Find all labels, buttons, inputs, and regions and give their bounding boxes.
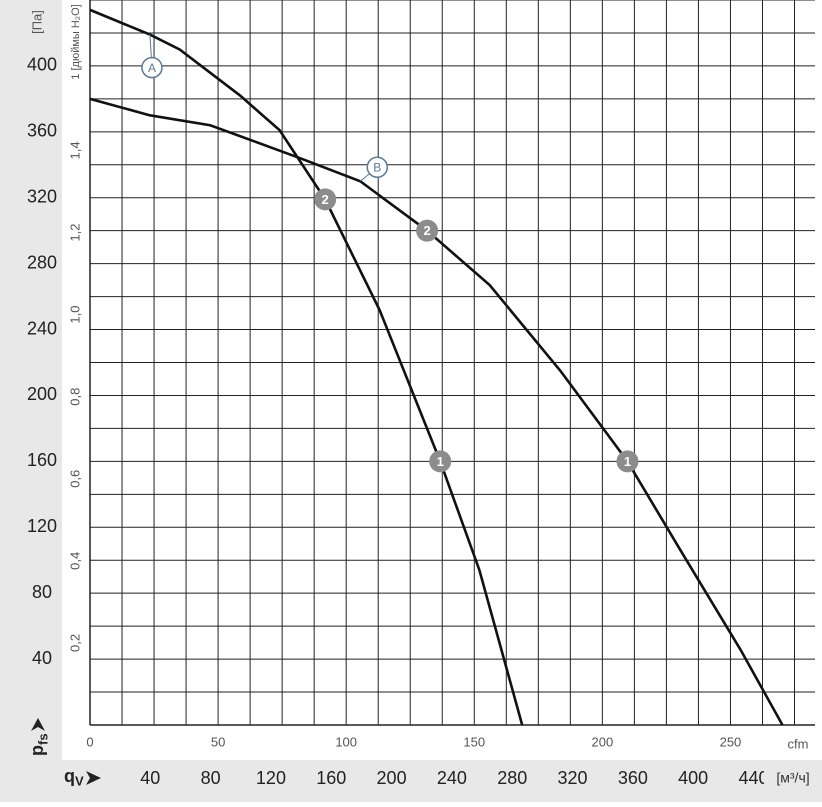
y2-axis-label: 1 [дюймы H₂O] (70, 4, 82, 79)
y-tick-label: 160 (27, 450, 57, 470)
label-backdrop (764, 762, 822, 800)
x2-axis-band (0, 760, 822, 802)
curves (89, 8, 784, 726)
y2-tick-label: 0,6 (67, 470, 82, 488)
operating-point (429, 450, 452, 473)
operating-point-label: 1 (437, 454, 444, 469)
y-tick-label: 280 (27, 252, 57, 272)
curve-label: A (148, 61, 156, 75)
y-tick-label: 240 (27, 318, 57, 338)
y2-tick-label: 0,2 (67, 634, 82, 652)
y2-tick-label: 1,0 (67, 306, 82, 324)
x2-tick-label: 200 (377, 768, 407, 788)
y-tick-label: 40 (32, 648, 52, 668)
operating-point (314, 188, 337, 211)
y-tick-label: 360 (27, 121, 57, 141)
y-symbol: p fs (27, 718, 50, 756)
x2-symbol-sub: V (75, 773, 84, 788)
curve (89, 8, 524, 726)
y2-tick-label: 0,8 (67, 388, 82, 406)
arrow (86, 771, 101, 785)
curve-label-circle (366, 156, 389, 178)
y-symbol-letter: p (27, 745, 47, 756)
x2-tick-label: 400 (678, 768, 708, 788)
x-tick-label: 100 (335, 734, 357, 749)
y-tick-label: 80 (32, 582, 52, 602)
operating-point (416, 219, 439, 242)
y2-tick-label: 1,4 (67, 141, 82, 159)
curve (89, 97, 784, 726)
x-tick-label: 200 (592, 734, 614, 749)
x-tick-label: 50 (211, 734, 225, 749)
x-tick-label: 150 (463, 734, 485, 749)
operating-point-label: 2 (424, 223, 431, 238)
x2-tick-label: 240 (437, 768, 467, 788)
x-axis-label: cfm (788, 736, 809, 751)
y-tick-label: 200 (27, 384, 57, 404)
curve-label-circle (141, 56, 163, 79)
y-axis-label: [Па] (29, 10, 44, 34)
arrow (31, 718, 45, 731)
x2-axis-label: [м³/ч] (776, 770, 809, 786)
x2-tick-label: 160 (316, 768, 346, 788)
grid (89, 0, 815, 726)
x2-tick-label: 440 (738, 768, 768, 788)
operating-point-label: 2 (322, 192, 329, 207)
x2-tick-label: 80 (201, 768, 221, 788)
y-tick-label: 120 (27, 516, 57, 536)
operating-point-label: 1 (624, 454, 631, 469)
x2-tick-label: 40 (140, 768, 160, 788)
y2-tick-label: 1,2 (67, 223, 82, 241)
x2-tick-label: 320 (558, 768, 588, 788)
curve-label: B (373, 160, 381, 174)
y2-tick-label: 0,4 (67, 552, 82, 570)
x-tick-label: 0 (86, 734, 93, 749)
y-tick-label: 400 (27, 55, 57, 75)
operating-point (616, 450, 639, 473)
y-axis-band (0, 0, 62, 760)
y-tick-label: 320 (27, 186, 57, 206)
x2-tick-label: 360 (618, 768, 648, 788)
y-symbol-sub: fs (35, 733, 50, 745)
x2-tick-label: 280 (497, 768, 527, 788)
overlay: A B 2 1 2 1 (141, 34, 639, 473)
x-tick-label: 250 (720, 734, 742, 749)
x2-symbol-letter: q (64, 766, 75, 786)
x2-tick-label: 120 (256, 768, 286, 788)
